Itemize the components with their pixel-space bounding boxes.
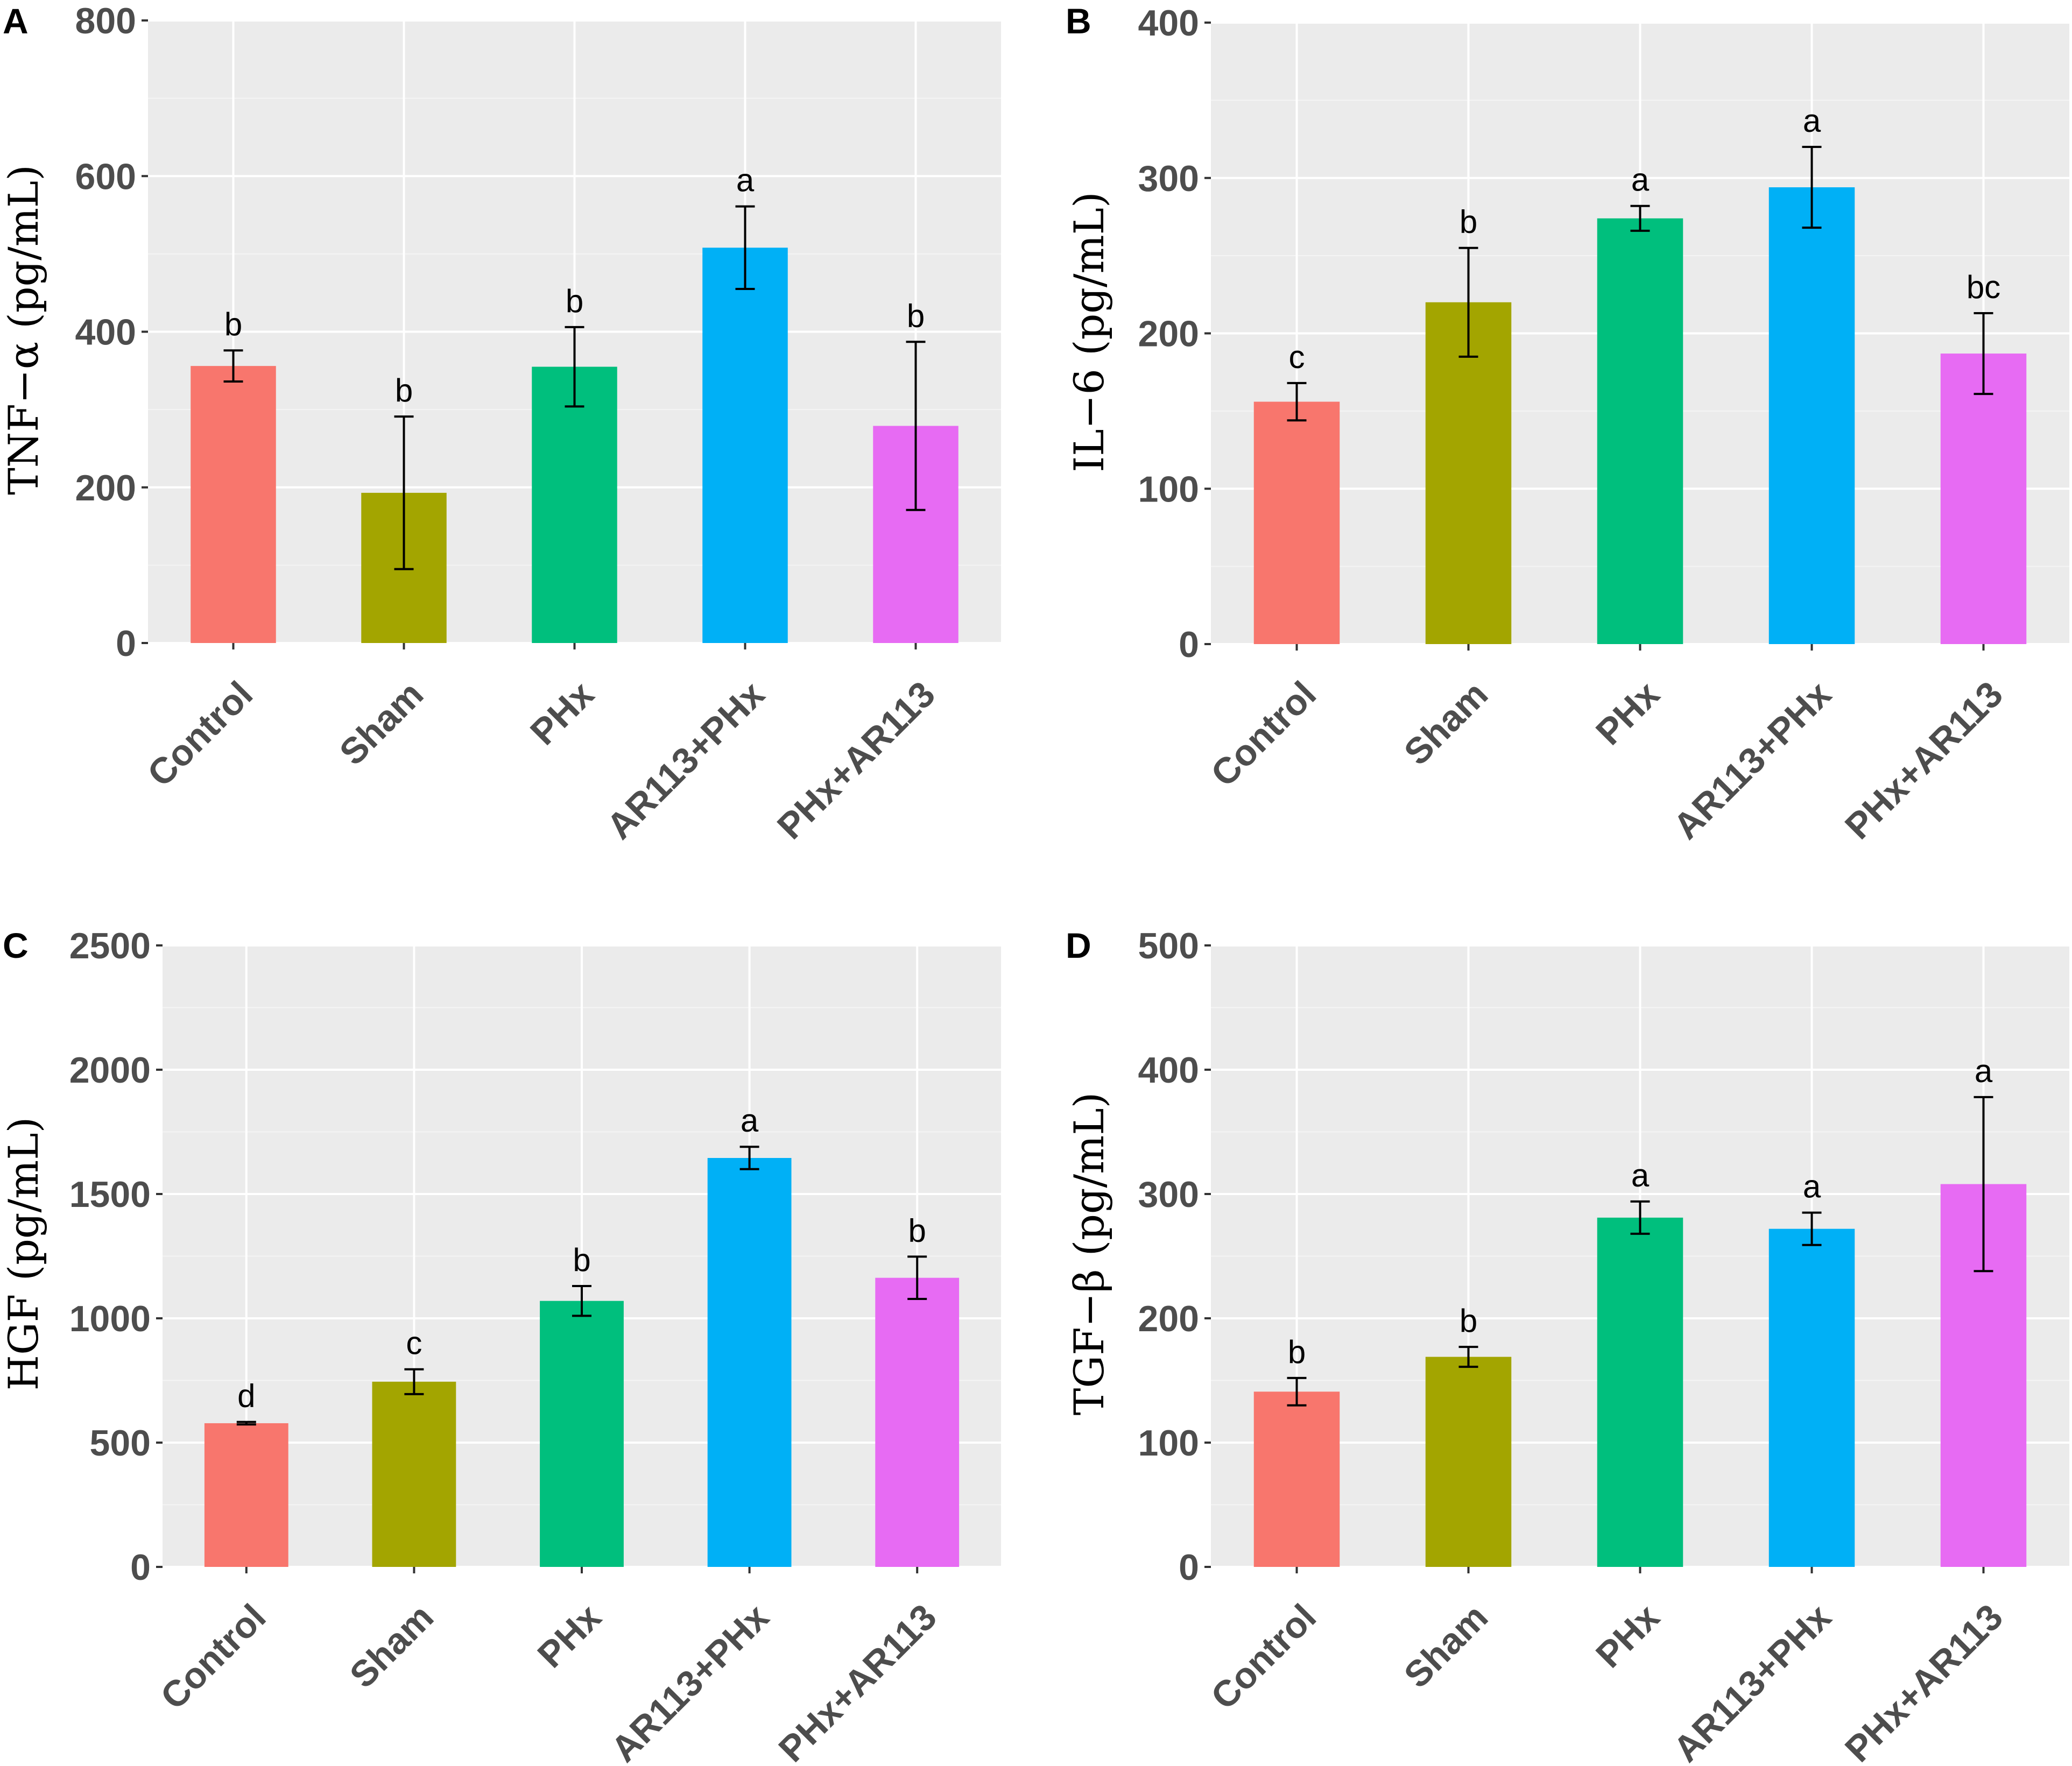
y-tick-label: 0 xyxy=(1179,1547,1199,1588)
y-tick-label: 0 xyxy=(116,623,136,664)
significance-letter: c xyxy=(406,1325,422,1361)
panel-letter-d: D xyxy=(1066,926,1091,965)
bar-phx xyxy=(1597,1217,1683,1567)
significance-letter: b xyxy=(1460,1303,1477,1339)
bar-phx xyxy=(532,366,617,643)
bar-sham xyxy=(1425,302,1512,644)
y-tick-label: 200 xyxy=(1138,1298,1199,1339)
panel-letter-b: B xyxy=(1066,1,1091,41)
y-tick-label: 800 xyxy=(75,1,136,41)
y-tick-label: 1500 xyxy=(69,1174,151,1215)
bar-phx-ar113 xyxy=(875,1277,960,1567)
bar-control xyxy=(1253,1391,1340,1567)
panel-a: A TNF−α (pg/mL) 0200400600800bControlbSh… xyxy=(0,1,1001,847)
y-tick-label: 2500 xyxy=(69,926,151,966)
significance-letter: b xyxy=(1288,1334,1306,1370)
y-tick-label: 400 xyxy=(1138,1050,1199,1091)
y-tick-label: 100 xyxy=(1138,469,1199,510)
significance-letter: b xyxy=(908,1212,926,1248)
significance-letter: bc xyxy=(1967,269,2000,305)
bar-phx-ar113 xyxy=(1940,354,2027,644)
bar-sham xyxy=(372,1381,456,1567)
significance-letter: a xyxy=(1631,162,1650,198)
y-tick-label: 0 xyxy=(1179,624,1199,665)
y-axis-label-hgf: HGF (pg/mL) xyxy=(0,1117,47,1391)
significance-letter: b xyxy=(907,298,925,334)
significance-letter: b xyxy=(573,1242,590,1278)
bar-control xyxy=(1253,401,1340,644)
y-tick-label: 500 xyxy=(1138,926,1199,966)
y-tick-label: 100 xyxy=(1138,1423,1199,1464)
bar-control xyxy=(204,1423,288,1567)
bar-ar113-phx xyxy=(702,248,788,643)
y-tick-label: 400 xyxy=(75,312,136,353)
significance-letter: c xyxy=(1289,339,1305,375)
bar-phx xyxy=(1597,218,1683,644)
significance-letter: b xyxy=(1460,204,1477,240)
y-tick-label: 500 xyxy=(90,1423,151,1464)
y-axis-label-tnf: TNF−α (pg/mL) xyxy=(0,165,47,495)
y-tick-label: 400 xyxy=(1138,3,1199,44)
y-tick-label: 0 xyxy=(130,1547,151,1588)
bar-sham xyxy=(1425,1357,1512,1567)
bar-ar113-phx xyxy=(1768,1228,1855,1567)
panel-letter-c: C xyxy=(3,926,29,965)
significance-letter: a xyxy=(1975,1053,1993,1089)
significance-letter: b xyxy=(566,283,583,319)
bar-ar113-phx xyxy=(1768,187,1855,644)
bar-ar113-phx xyxy=(707,1158,792,1567)
y-tick-label: 200 xyxy=(75,468,136,508)
y-tick-label: 300 xyxy=(1138,158,1199,199)
significance-letter: a xyxy=(1631,1157,1650,1193)
y-axis-label-tgf: TGF−β (pg/mL) xyxy=(1065,1092,1113,1416)
significance-letter: b xyxy=(224,306,242,342)
y-tick-label: 600 xyxy=(75,156,136,197)
significance-letter: b xyxy=(395,372,413,408)
bar-control xyxy=(191,366,276,643)
significance-letter: a xyxy=(736,163,755,199)
panel-letter-a: A xyxy=(3,1,29,41)
y-tick-label: 200 xyxy=(1138,314,1199,355)
bar-phx xyxy=(540,1301,624,1567)
y-tick-label: 2000 xyxy=(69,1050,151,1091)
y-axis-label-il6: IL−6 (pg/mL) xyxy=(1065,192,1113,472)
y-tick-label: 1000 xyxy=(69,1298,151,1339)
significance-letter: d xyxy=(237,1378,255,1414)
plot-area: 0200400600800bControlbShambPHxaAR113+PHx… xyxy=(75,1,1001,847)
significance-letter: a xyxy=(1803,103,1821,139)
plot-area: 0100200300400500bControlbShamaPHxaAR113+… xyxy=(1138,926,2069,1766)
panel-d: D TGF−β (pg/mL) 0100200300400500bControl… xyxy=(1065,926,2069,1766)
significance-letter: a xyxy=(1803,1169,1821,1205)
significance-letter: a xyxy=(741,1103,759,1139)
y-tick-label: 300 xyxy=(1138,1174,1199,1215)
